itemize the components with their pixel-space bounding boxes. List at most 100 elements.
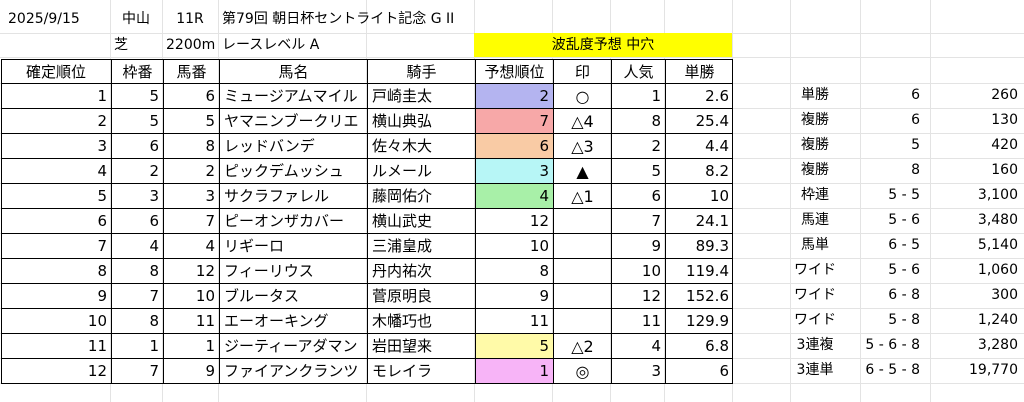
win-odds-cell[interactable]: 6 [665, 358, 733, 383]
predicted-rank-cell[interactable]: 5 [475, 333, 553, 358]
win-odds-cell[interactable]: 6.8 [665, 333, 733, 358]
payout-amount-cell[interactable]: 300 [991, 287, 1018, 303]
upset-prediction-cell[interactable]: 波乱度予想 中穴 [474, 33, 732, 57]
final-position-cell[interactable]: 7 [1, 233, 111, 258]
final-position-cell[interactable]: 8 [1, 258, 111, 283]
final-position-cell[interactable]: 5 [1, 183, 111, 208]
final-position-cell[interactable]: 11 [1, 333, 111, 358]
prediction-mark-cell[interactable]: ◎ [553, 358, 611, 383]
payout-amount-cell[interactable]: 3,480 [977, 212, 1018, 228]
payout-amount-cell[interactable]: 130 [991, 112, 1018, 128]
payout-combination-cell[interactable]: 6 - 5 - 8 [865, 362, 920, 378]
bracket-number-cell[interactable]: 1 [111, 333, 163, 358]
bracket-number-cell[interactable]: 7 [111, 283, 163, 308]
predicted-rank-cell[interactable]: 7 [475, 108, 553, 133]
predicted-rank-cell[interactable]: 12 [475, 208, 553, 233]
payout-combination-cell[interactable]: 6 [911, 87, 920, 103]
payout-combination-cell[interactable]: 6 [911, 112, 920, 128]
jockey-cell[interactable]: 佐々木大 [367, 133, 475, 158]
popularity-cell[interactable]: 4 [611, 333, 665, 358]
jockey-cell[interactable]: 横山典弘 [367, 108, 475, 133]
popularity-cell[interactable]: 7 [611, 208, 665, 233]
popularity-cell[interactable]: 5 [611, 158, 665, 183]
payout-combination-cell[interactable]: 8 [911, 162, 920, 178]
prediction-mark-cell[interactable] [553, 208, 611, 233]
bracket-number-cell[interactable]: 3 [111, 183, 163, 208]
popularity-cell[interactable]: 2 [611, 133, 665, 158]
popularity-cell[interactable]: 6 [611, 183, 665, 208]
final-position-cell[interactable]: 6 [1, 208, 111, 233]
predicted-rank-cell[interactable]: 4 [475, 183, 553, 208]
bracket-number-cell[interactable]: 5 [111, 108, 163, 133]
payout-combination-cell[interactable]: 5 - 8 [888, 312, 920, 328]
prediction-mark-cell[interactable]: △4 [553, 108, 611, 133]
jockey-cell[interactable]: 木幡巧也 [367, 308, 475, 333]
final-position-cell[interactable]: 4 [1, 158, 111, 183]
payout-type-cell[interactable]: 馬連 [801, 212, 829, 228]
payout-type-cell[interactable]: 3連複 [796, 337, 834, 353]
race-venue-cell[interactable]: 中山 [122, 11, 150, 27]
horse-name-cell[interactable]: ヤマニンブークリエ [219, 108, 367, 133]
payout-combination-cell[interactable]: 6 - 5 [888, 237, 920, 253]
horse-number-cell[interactable]: 9 [163, 358, 219, 383]
prediction-mark-cell[interactable] [553, 283, 611, 308]
payout-type-cell[interactable]: 複勝 [801, 112, 829, 128]
race-level-cell[interactable]: レースレベル A [222, 37, 320, 53]
bracket-number-cell[interactable]: 6 [111, 133, 163, 158]
popularity-cell[interactable]: 11 [611, 308, 665, 333]
predicted-rank-cell[interactable]: 9 [475, 283, 553, 308]
predicted-rank-cell[interactable]: 11 [475, 308, 553, 333]
prediction-mark-cell[interactable]: △1 [553, 183, 611, 208]
bracket-number-cell[interactable]: 8 [111, 258, 163, 283]
jockey-cell[interactable]: 三浦皇成 [367, 233, 475, 258]
jockey-cell[interactable]: 岩田望来 [367, 333, 475, 358]
horse-number-cell[interactable]: 6 [163, 83, 219, 108]
final-position-cell[interactable]: 2 [1, 108, 111, 133]
bracket-number-cell[interactable]: 2 [111, 158, 163, 183]
payout-combination-cell[interactable]: 5 - 5 [888, 187, 920, 203]
prediction-mark-cell[interactable] [553, 233, 611, 258]
final-position-cell[interactable]: 10 [1, 308, 111, 333]
final-position-cell[interactable]: 9 [1, 283, 111, 308]
payout-type-cell[interactable]: 複勝 [801, 137, 829, 153]
horse-name-cell[interactable]: ピックデムッシュ [219, 158, 367, 183]
bracket-number-cell[interactable]: 5 [111, 83, 163, 108]
race-date-cell[interactable]: 2025/9/15 [8, 11, 80, 27]
win-odds-cell[interactable]: 2.6 [665, 83, 733, 108]
popularity-cell[interactable]: 1 [611, 83, 665, 108]
payout-amount-cell[interactable]: 260 [991, 87, 1018, 103]
payout-type-cell[interactable]: ワイド [794, 287, 836, 303]
horse-name-cell[interactable]: リギーロ [219, 233, 367, 258]
horse-name-cell[interactable]: ブルータス [219, 283, 367, 308]
final-position-cell[interactable]: 1 [1, 83, 111, 108]
horse-number-cell[interactable]: 10 [163, 283, 219, 308]
prediction-mark-cell[interactable]: △3 [553, 133, 611, 158]
payout-combination-cell[interactable]: 5 - 6 - 8 [865, 337, 920, 353]
predicted-rank-cell[interactable]: 2 [475, 83, 553, 108]
payout-type-cell[interactable]: 馬単 [801, 237, 829, 253]
race-distance-cell[interactable]: 2200m [166, 37, 216, 53]
race-title-cell[interactable]: 第79回 朝日杯セントライト記念 G II [222, 11, 455, 27]
horse-number-cell[interactable]: 11 [163, 308, 219, 333]
popularity-cell[interactable]: 9 [611, 233, 665, 258]
popularity-cell[interactable]: 10 [611, 258, 665, 283]
jockey-cell[interactable]: 横山武史 [367, 208, 475, 233]
horse-number-cell[interactable]: 4 [163, 233, 219, 258]
horse-number-cell[interactable]: 7 [163, 208, 219, 233]
race-surface-cell[interactable]: 芝 [114, 37, 128, 53]
win-odds-cell[interactable]: 89.3 [665, 233, 733, 258]
jockey-cell[interactable]: 藤岡佑介 [367, 183, 475, 208]
prediction-mark-cell[interactable]: ○ [553, 83, 611, 108]
horse-name-cell[interactable]: ジーティーアダマン [219, 333, 367, 358]
predicted-rank-cell[interactable]: 10 [475, 233, 553, 258]
race-number-cell[interactable]: 11R [176, 11, 204, 27]
horse-name-cell[interactable]: ミュージアムマイル [219, 83, 367, 108]
jockey-cell[interactable]: ルメール [367, 158, 475, 183]
prediction-mark-cell[interactable] [553, 258, 611, 283]
jockey-cell[interactable]: モレイラ [367, 358, 475, 383]
win-odds-cell[interactable]: 8.2 [665, 158, 733, 183]
horse-number-cell[interactable]: 12 [163, 258, 219, 283]
prediction-mark-cell[interactable] [553, 308, 611, 333]
horse-name-cell[interactable]: エーオーキング [219, 308, 367, 333]
win-odds-cell[interactable]: 152.6 [665, 283, 733, 308]
